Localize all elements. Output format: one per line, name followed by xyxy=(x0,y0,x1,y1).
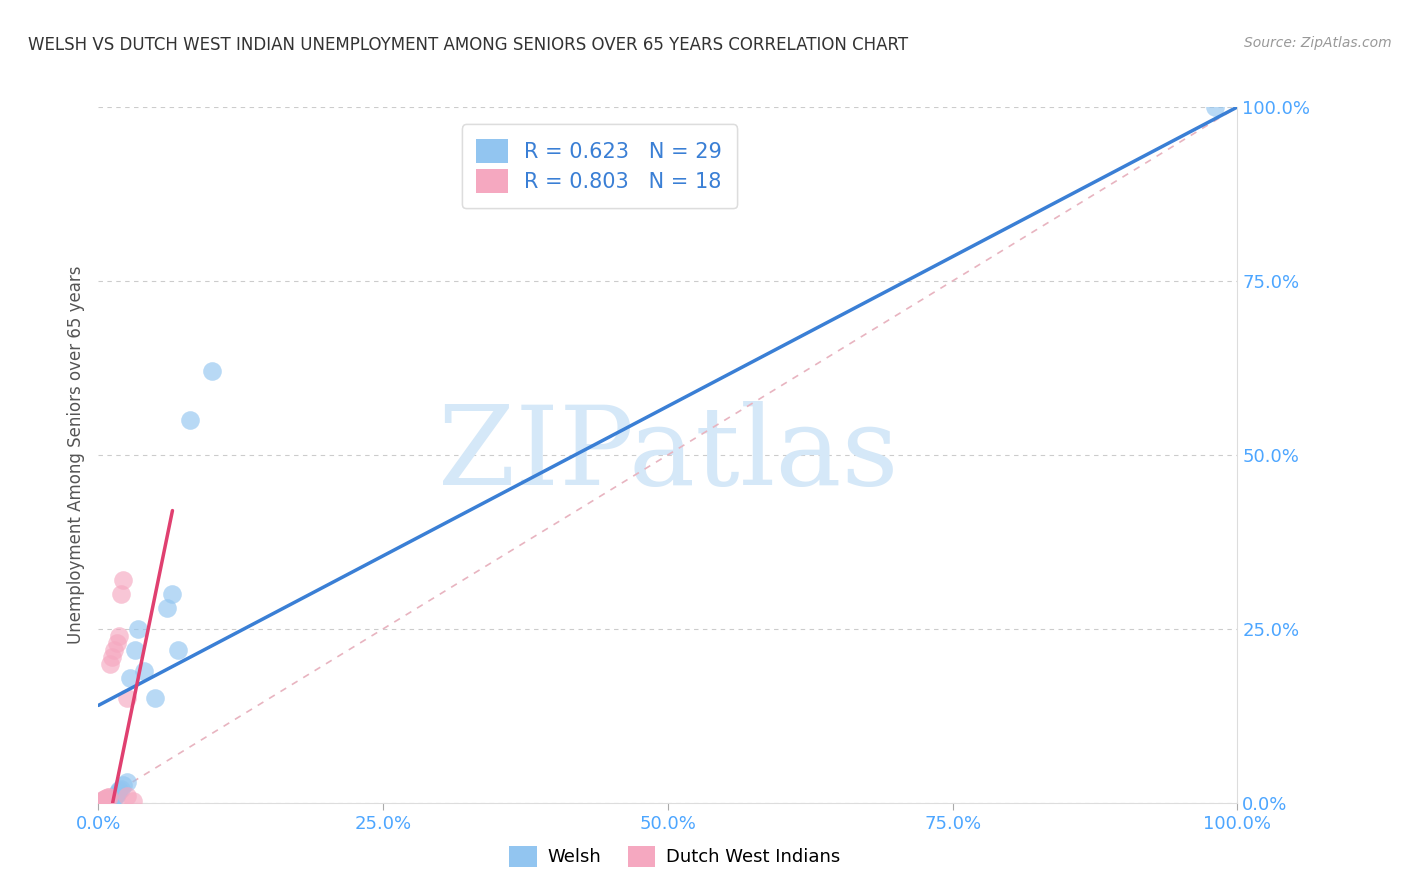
Point xyxy=(110,587,132,601)
Point xyxy=(145,691,167,706)
Point xyxy=(108,783,131,797)
Point xyxy=(97,789,120,804)
Point xyxy=(120,671,142,685)
Point xyxy=(90,794,112,808)
Point xyxy=(115,691,138,706)
Point xyxy=(115,775,138,789)
Point xyxy=(90,794,112,808)
Point xyxy=(91,793,114,807)
Point xyxy=(167,642,190,657)
Legend: Welsh, Dutch West Indians: Welsh, Dutch West Indians xyxy=(502,838,848,874)
Point xyxy=(93,792,115,806)
Point xyxy=(108,629,131,643)
Point xyxy=(104,789,127,803)
Point xyxy=(96,792,118,806)
Point xyxy=(179,413,201,427)
Point xyxy=(110,781,132,796)
Point xyxy=(94,791,117,805)
Point xyxy=(94,793,117,807)
Point xyxy=(107,785,129,799)
Point xyxy=(112,778,135,793)
Point xyxy=(96,791,118,805)
Point xyxy=(98,657,121,671)
Text: Source: ZipAtlas.com: Source: ZipAtlas.com xyxy=(1244,36,1392,50)
Point xyxy=(96,794,118,808)
Point xyxy=(121,794,143,808)
Point xyxy=(100,792,122,806)
Point xyxy=(96,790,118,805)
Point xyxy=(1204,100,1226,114)
Point xyxy=(103,790,125,805)
Point xyxy=(105,788,128,802)
Point xyxy=(101,649,124,664)
Point xyxy=(127,622,149,636)
Point xyxy=(105,636,128,650)
Text: ZIPatlas: ZIPatlas xyxy=(437,401,898,508)
Text: WELSH VS DUTCH WEST INDIAN UNEMPLOYMENT AMONG SENIORS OVER 65 YEARS CORRELATION : WELSH VS DUTCH WEST INDIAN UNEMPLOYMENT … xyxy=(28,36,908,54)
Point xyxy=(124,642,146,657)
Legend: R = 0.623   N = 29, R = 0.803   N = 18: R = 0.623 N = 29, R = 0.803 N = 18 xyxy=(463,124,737,208)
Point xyxy=(162,587,184,601)
Point xyxy=(132,664,155,678)
Y-axis label: Unemployment Among Seniors over 65 years: Unemployment Among Seniors over 65 years xyxy=(66,266,84,644)
Point xyxy=(90,794,112,808)
Point xyxy=(115,789,138,803)
Point xyxy=(101,791,124,805)
Point xyxy=(103,791,125,805)
Point xyxy=(201,364,224,378)
Point xyxy=(97,793,120,807)
Point xyxy=(156,601,179,615)
Point xyxy=(112,573,135,587)
Point xyxy=(103,642,125,657)
Point xyxy=(93,794,115,808)
Point xyxy=(98,791,121,805)
